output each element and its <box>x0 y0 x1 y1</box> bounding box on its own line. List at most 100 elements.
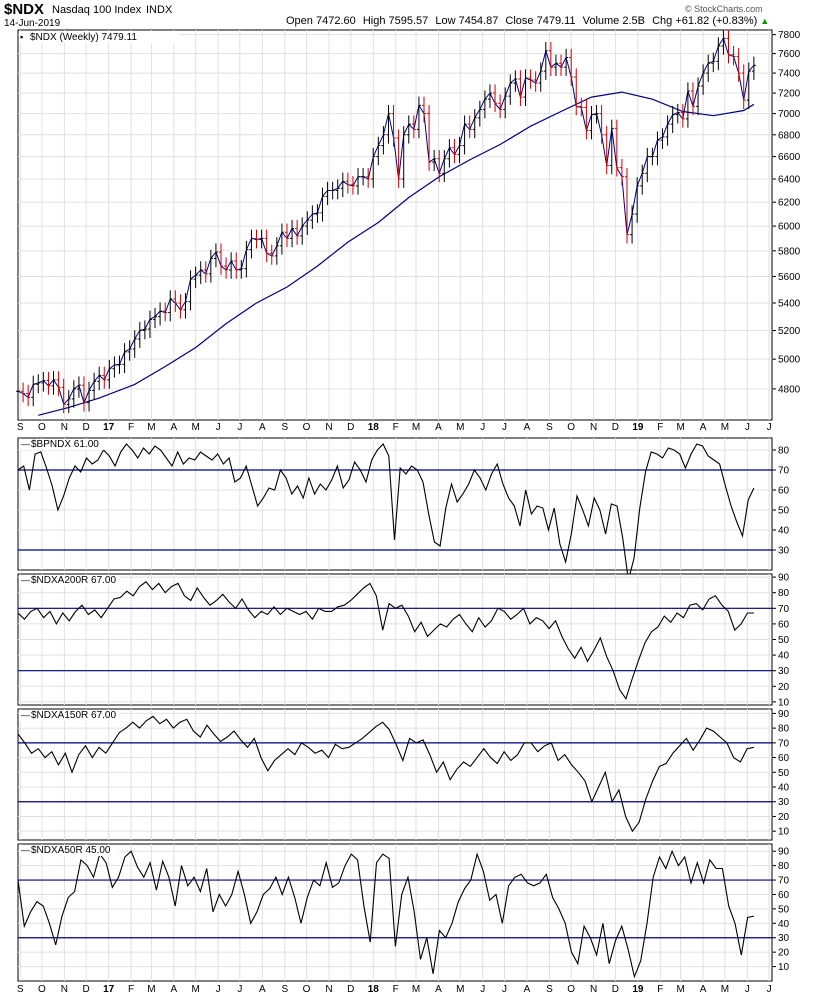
indicator-y-tick-label: 10 <box>778 827 790 838</box>
price-bar <box>305 211 310 235</box>
indicator-y-tick-label: 60 <box>778 753 790 764</box>
price-bar <box>513 70 518 92</box>
price-bar <box>340 172 345 198</box>
price-legend: $NDX (Weekly) 7479.11 <box>30 32 137 43</box>
x-tick-label: D <box>612 984 619 995</box>
price-bar <box>640 164 645 195</box>
x-tick-label: J <box>502 984 507 995</box>
x-tick-label: M <box>721 984 729 995</box>
price-bar <box>614 119 619 177</box>
indicator-y-tick-label: 30 <box>778 933 790 944</box>
indicator-y-tick-label: 70 <box>778 876 790 887</box>
price-bar <box>589 105 594 140</box>
price-bar <box>538 62 543 92</box>
price-bar <box>472 109 477 139</box>
price-bar <box>477 100 482 127</box>
x-tick-label: N <box>590 984 597 995</box>
indicator-y-tick-label: 70 <box>778 604 790 615</box>
price-bar <box>244 240 249 278</box>
x-tick-label: N <box>325 422 332 433</box>
price-bar <box>335 179 340 200</box>
x-tick-label: M <box>456 422 464 433</box>
price-bar <box>508 74 513 105</box>
low-label: Low <box>435 15 456 27</box>
x-tick-label: S <box>281 984 288 995</box>
x-tick-label: N <box>590 422 597 433</box>
x-tick-label: J <box>767 984 772 995</box>
x-tick-label: J <box>745 984 750 995</box>
x-tick-label: A <box>171 422 178 433</box>
price-bar <box>543 42 548 80</box>
panel-frame-0 <box>17 29 773 421</box>
price-bar <box>442 150 447 183</box>
price-bar <box>746 62 751 110</box>
price-bar <box>284 223 289 248</box>
x-tick-label: F <box>128 422 134 433</box>
indicator-y-tick-label: 50 <box>778 904 790 915</box>
indicator-y-tick-label: 20 <box>778 682 790 693</box>
x-tick-label: A <box>171 984 178 995</box>
price-bar <box>396 129 401 188</box>
price-bar <box>31 375 36 407</box>
indicator-y-tick-label: 60 <box>778 486 790 497</box>
indicator-legend: $BPNDX 61.00 <box>31 439 99 450</box>
price-bar <box>437 150 442 183</box>
price-y-tick-label: 7000 <box>778 109 801 120</box>
price-bar <box>528 69 533 89</box>
open-value: 7472.60 <box>315 15 356 27</box>
volume-label: Volume <box>582 15 620 27</box>
price-bar <box>295 219 300 245</box>
x-tick-label: F <box>657 422 663 433</box>
price-bar <box>701 64 706 95</box>
price-bar <box>127 340 132 361</box>
price-bar <box>249 229 254 259</box>
price-y-tick-label: 7800 <box>778 30 801 41</box>
indicator-y-tick-label: 90 <box>778 573 790 584</box>
price-bar <box>137 321 142 348</box>
close-label: Close <box>505 15 534 27</box>
indicator-legend-bg <box>19 439 119 450</box>
price-bar <box>401 126 406 188</box>
x-tick-label: O <box>567 422 575 433</box>
x-tick-label: A <box>435 984 442 995</box>
exchange-label: INDX <box>146 4 173 16</box>
price-bar <box>594 104 599 124</box>
x-tick-label: A <box>700 984 707 995</box>
indicator-legend: $NDXA200R 67.00 <box>31 575 116 586</box>
chg-label: Chg <box>652 15 673 27</box>
price-y-tick-label: 5400 <box>778 298 801 309</box>
price-bar <box>361 168 366 186</box>
x-tick-label: O <box>303 984 311 995</box>
x-tick-label: S <box>17 422 24 433</box>
x-tick-label: J <box>745 422 750 433</box>
x-tick-label: M <box>676 984 684 995</box>
price-bar <box>579 97 584 117</box>
indicator-y-tick-label: 70 <box>778 738 790 749</box>
price-bar <box>416 96 421 139</box>
price-bar <box>411 115 416 139</box>
price-bar <box>310 205 315 229</box>
low-value: 7454.87 <box>458 15 499 27</box>
price-bar <box>51 371 56 395</box>
x-tick-label: M <box>721 422 729 433</box>
x-tick-label: M <box>676 422 684 433</box>
x-tick-label: J <box>237 422 242 433</box>
price-bar <box>21 382 26 403</box>
legend-swatch-icon: ▪ <box>20 32 23 42</box>
x-tick-label: F <box>393 984 399 995</box>
price-y-tick-label: 5000 <box>778 355 801 366</box>
indicator-y-tick-label: 90 <box>778 709 790 720</box>
price-y-tick-label: 6000 <box>778 222 801 233</box>
price-bar <box>66 390 71 414</box>
x-tick-label: J <box>502 422 507 433</box>
price-bar <box>716 37 721 71</box>
price-bar <box>721 29 726 55</box>
price-bar <box>427 104 432 171</box>
price-bar <box>56 371 61 397</box>
x-tick-label: F <box>128 984 134 995</box>
legend-swatch-icon: — <box>21 845 30 855</box>
x-tick-label: A <box>524 984 531 995</box>
x-tick-label: J <box>237 984 242 995</box>
price-bar <box>584 98 589 140</box>
price-bar <box>406 115 411 144</box>
